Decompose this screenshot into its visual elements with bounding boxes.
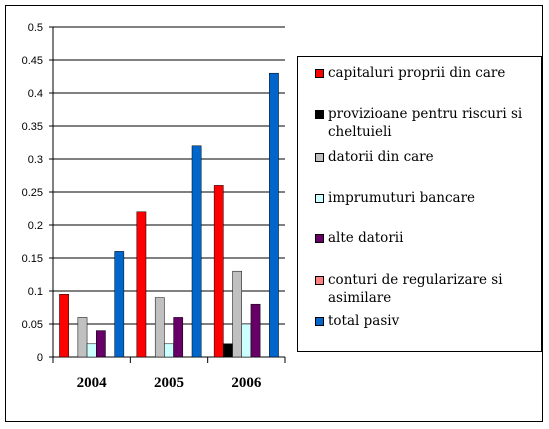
- bar: [223, 343, 233, 358]
- bar: [77, 317, 88, 358]
- legend-label: alte datorii: [328, 230, 404, 246]
- legend-label: conturi de regularizare si asimilare: [328, 272, 503, 306]
- legend-swatch: [315, 276, 324, 285]
- y-tick-label: 0.05: [22, 319, 43, 331]
- legend-label: total pasiv: [328, 313, 400, 329]
- x-tick-label: 2006: [231, 375, 262, 391]
- y-tick-label: 0.15: [22, 253, 43, 265]
- legend-label: provizioane pentru riscuri si cheltuieli: [328, 106, 523, 140]
- y-tick-label: 0.25: [22, 187, 43, 199]
- y-tick-label: 0.45: [22, 55, 43, 67]
- x-tick-label: 2005: [154, 375, 184, 391]
- legend-swatch: [315, 234, 324, 243]
- y-tick-label: 0.4: [28, 88, 43, 100]
- x-tick-label: 2004: [77, 375, 108, 391]
- y-tick-label: 0.2: [28, 220, 43, 232]
- bar: [114, 251, 125, 358]
- bar: [232, 270, 242, 358]
- bar: [173, 317, 184, 358]
- bar: [86, 343, 97, 358]
- bar: [164, 343, 174, 358]
- bar: [154, 297, 165, 358]
- bar: [213, 185, 224, 358]
- legend-swatch: [315, 69, 324, 78]
- bar: [241, 323, 252, 358]
- bar: [269, 72, 279, 358]
- legend-swatch: [315, 153, 324, 162]
- bar: [191, 145, 202, 358]
- bar: [250, 303, 261, 358]
- bar: [136, 211, 147, 358]
- y-tick-label: 0.3: [28, 154, 43, 166]
- legend-label: imprumuturi bancare: [328, 190, 476, 206]
- y-tick-label: 0.5: [28, 22, 43, 34]
- y-tick-label: 0.35: [22, 121, 43, 133]
- legend-swatch: [315, 110, 324, 119]
- y-tick-label: 0.1: [28, 286, 43, 298]
- legend-label: datorii din care: [328, 149, 434, 165]
- legend-label: capitaluri proprii din care: [328, 65, 506, 81]
- legend-swatch: [315, 194, 324, 203]
- bar: [96, 330, 106, 358]
- legend: capitaluri proprii din care provizioane …: [297, 56, 542, 352]
- bar: [59, 294, 69, 358]
- legend-swatch: [315, 317, 324, 326]
- y-tick-label: 0: [37, 352, 43, 364]
